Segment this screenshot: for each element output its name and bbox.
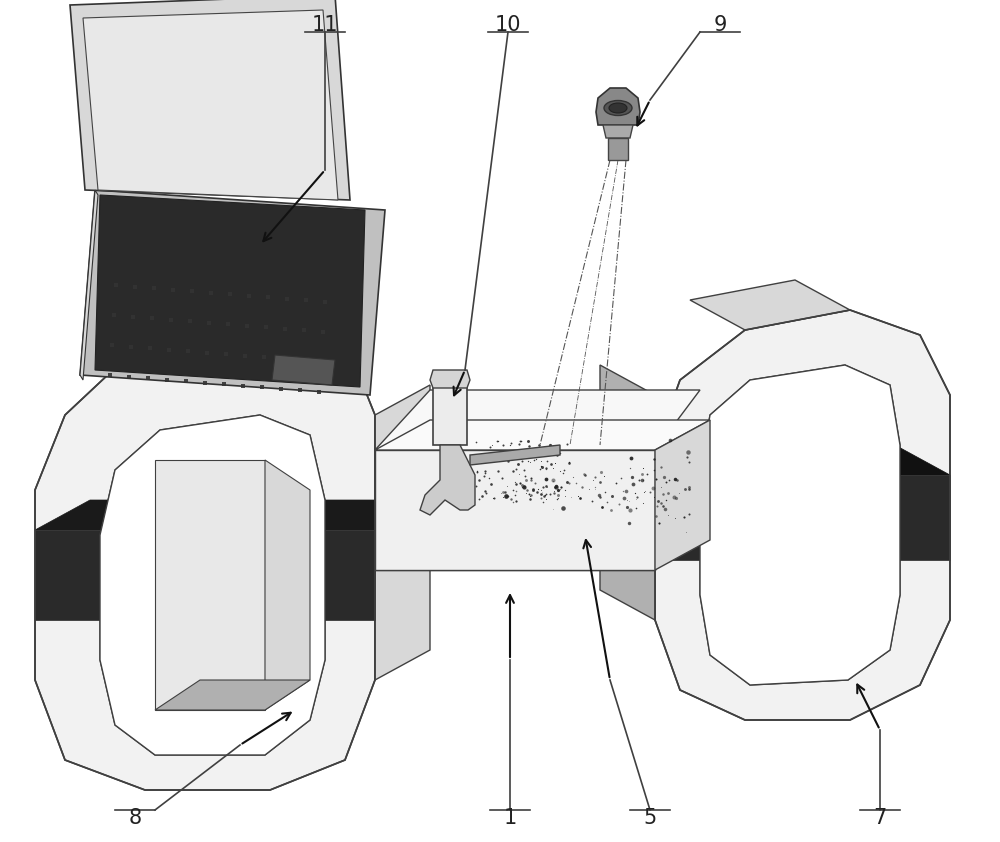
Polygon shape [83, 10, 338, 200]
Polygon shape [655, 420, 710, 570]
Polygon shape [100, 415, 325, 755]
Polygon shape [375, 385, 430, 680]
Polygon shape [155, 460, 265, 710]
Polygon shape [35, 315, 375, 790]
Polygon shape [700, 365, 900, 685]
Polygon shape [80, 190, 385, 395]
Polygon shape [690, 280, 850, 330]
Text: 5: 5 [643, 808, 657, 828]
Text: 1: 1 [503, 808, 517, 828]
Polygon shape [600, 365, 655, 620]
Ellipse shape [604, 100, 632, 115]
Polygon shape [420, 445, 475, 515]
Polygon shape [608, 138, 628, 160]
Polygon shape [265, 460, 310, 710]
Polygon shape [655, 310, 950, 720]
Polygon shape [100, 415, 325, 755]
Polygon shape [155, 680, 310, 710]
Polygon shape [430, 370, 470, 388]
Polygon shape [35, 530, 375, 620]
Text: 9: 9 [713, 15, 727, 35]
Polygon shape [470, 445, 560, 465]
Polygon shape [600, 445, 655, 560]
Polygon shape [35, 500, 430, 530]
Polygon shape [70, 0, 350, 200]
Polygon shape [375, 450, 655, 570]
Polygon shape [155, 460, 265, 710]
Polygon shape [80, 190, 98, 380]
Polygon shape [95, 195, 365, 387]
Text: 11: 11 [312, 15, 338, 35]
Text: 10: 10 [495, 15, 521, 35]
Polygon shape [700, 365, 900, 685]
Polygon shape [600, 445, 950, 475]
Polygon shape [375, 450, 655, 570]
Polygon shape [145, 285, 325, 340]
Polygon shape [155, 680, 310, 710]
Polygon shape [596, 88, 640, 125]
Polygon shape [375, 420, 710, 450]
Polygon shape [375, 390, 700, 450]
Polygon shape [433, 380, 467, 445]
Ellipse shape [609, 103, 627, 113]
Text: 8: 8 [128, 808, 142, 828]
Polygon shape [272, 355, 335, 385]
Polygon shape [655, 475, 950, 560]
Text: 7: 7 [873, 808, 887, 828]
Polygon shape [265, 460, 310, 710]
Polygon shape [603, 125, 633, 138]
